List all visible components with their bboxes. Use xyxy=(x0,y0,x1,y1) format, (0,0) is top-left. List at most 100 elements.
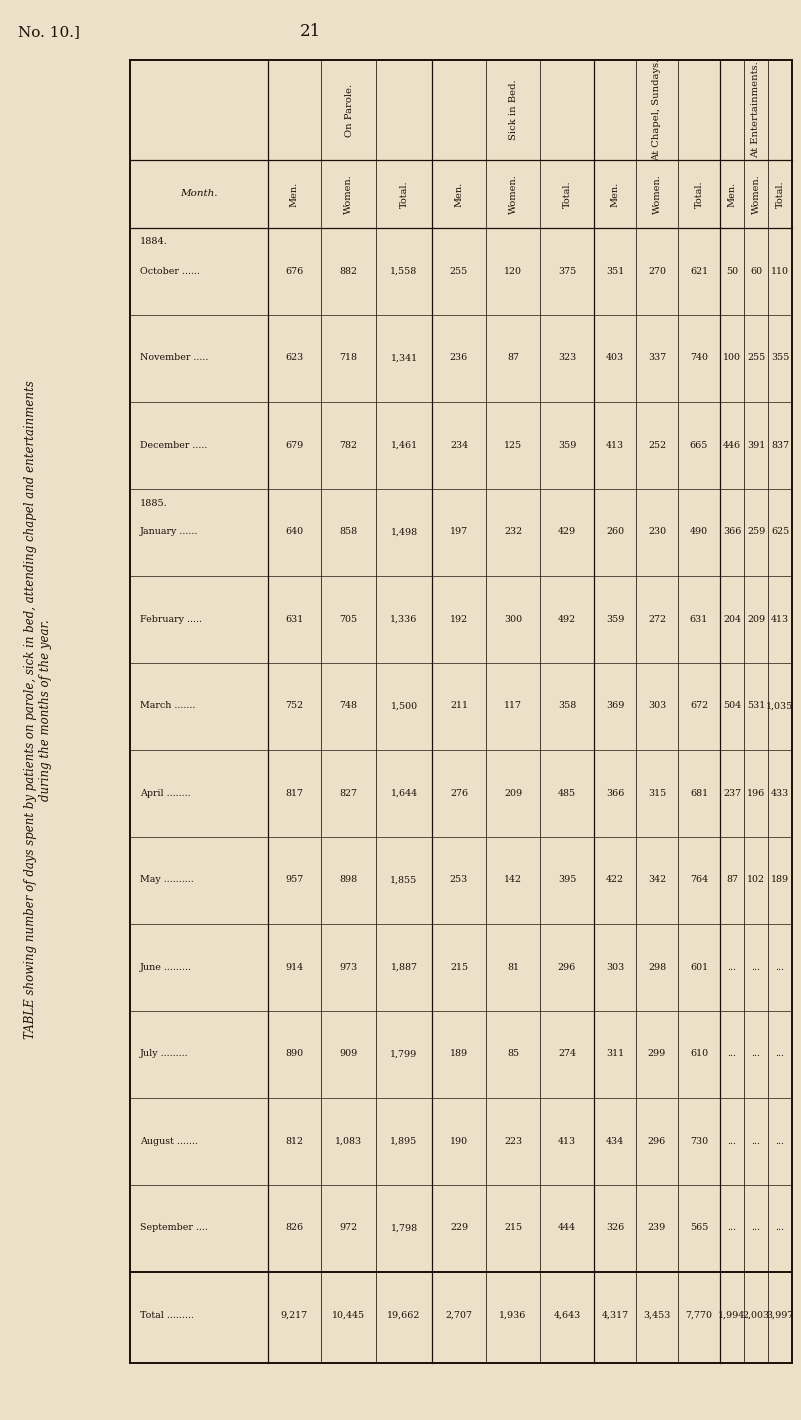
Text: No. 10.]: No. 10.] xyxy=(18,26,80,38)
Text: 2,707: 2,707 xyxy=(445,1311,473,1319)
Text: Women.: Women. xyxy=(509,175,517,214)
Text: 337: 337 xyxy=(648,354,666,362)
Text: 621: 621 xyxy=(690,267,708,275)
Text: 255: 255 xyxy=(450,267,468,275)
Text: ...: ... xyxy=(727,963,736,971)
Text: 909: 909 xyxy=(339,1049,357,1058)
Text: 253: 253 xyxy=(450,876,468,885)
Text: 898: 898 xyxy=(339,876,357,885)
Text: 391: 391 xyxy=(747,440,765,450)
Text: 142: 142 xyxy=(504,876,522,885)
Text: 375: 375 xyxy=(557,267,576,275)
Text: ...: ... xyxy=(751,1224,760,1233)
Text: 298: 298 xyxy=(648,963,666,971)
Text: ...: ... xyxy=(727,1136,736,1146)
Text: 631: 631 xyxy=(285,615,303,623)
Text: 672: 672 xyxy=(690,701,708,710)
Text: Men.: Men. xyxy=(610,182,619,207)
Text: 303: 303 xyxy=(648,701,666,710)
Text: 85: 85 xyxy=(507,1049,519,1058)
Text: 196: 196 xyxy=(747,788,765,798)
Text: ...: ... xyxy=(775,963,784,971)
Text: 276: 276 xyxy=(450,788,468,798)
Text: 858: 858 xyxy=(339,527,357,537)
Text: 223: 223 xyxy=(504,1136,522,1146)
Text: 10,445: 10,445 xyxy=(332,1311,364,1319)
Text: 1,936: 1,936 xyxy=(499,1311,527,1319)
Text: February .....: February ..... xyxy=(140,615,202,623)
Text: 395: 395 xyxy=(557,876,576,885)
Text: 9,217: 9,217 xyxy=(280,1311,308,1319)
Text: 50: 50 xyxy=(726,267,738,275)
Text: 492: 492 xyxy=(558,615,576,623)
Text: April ........: April ........ xyxy=(140,788,191,798)
Text: Men.: Men. xyxy=(289,182,299,207)
Text: 355: 355 xyxy=(771,354,789,362)
Text: 1,558: 1,558 xyxy=(390,267,417,275)
Text: ...: ... xyxy=(727,1224,736,1233)
Text: ...: ... xyxy=(775,1049,784,1058)
Text: 274: 274 xyxy=(558,1049,576,1058)
Text: 359: 359 xyxy=(606,615,624,623)
Text: Total .........: Total ......... xyxy=(140,1311,194,1319)
Text: 234: 234 xyxy=(450,440,468,450)
Text: December .....: December ..... xyxy=(140,440,207,450)
Text: 444: 444 xyxy=(558,1224,576,1233)
Text: 827: 827 xyxy=(339,788,357,798)
Text: 100: 100 xyxy=(723,354,741,362)
Text: Women.: Women. xyxy=(751,175,760,214)
Text: 1,644: 1,644 xyxy=(390,788,417,798)
Text: 504: 504 xyxy=(723,701,741,710)
Text: Month.: Month. xyxy=(180,189,218,199)
Text: ...: ... xyxy=(751,963,760,971)
Text: 117: 117 xyxy=(504,701,522,710)
Text: 413: 413 xyxy=(606,440,624,450)
Text: 413: 413 xyxy=(771,615,789,623)
Text: 102: 102 xyxy=(747,876,765,885)
Text: June .........: June ......... xyxy=(140,963,192,971)
Text: 296: 296 xyxy=(557,963,576,971)
Text: 260: 260 xyxy=(606,527,624,537)
Text: 197: 197 xyxy=(450,527,468,537)
Text: 255: 255 xyxy=(747,354,765,362)
Text: 4,643: 4,643 xyxy=(553,1311,581,1319)
Text: 764: 764 xyxy=(690,876,708,885)
Text: 485: 485 xyxy=(558,788,576,798)
Text: 189: 189 xyxy=(771,876,789,885)
Text: On Parole.: On Parole. xyxy=(345,84,355,136)
Text: Women.: Women. xyxy=(344,175,352,214)
Text: November .....: November ..... xyxy=(140,354,208,362)
Text: 1,895: 1,895 xyxy=(390,1136,417,1146)
Text: 3,997: 3,997 xyxy=(767,1311,794,1319)
Text: 3,453: 3,453 xyxy=(643,1311,670,1319)
Text: TABLE showing number of days spent by patients on parole, sick in bed, attending: TABLE showing number of days spent by pa… xyxy=(24,381,52,1039)
Text: May ..........: May .......... xyxy=(140,876,194,885)
Text: 300: 300 xyxy=(504,615,522,623)
Text: 812: 812 xyxy=(285,1136,303,1146)
Text: 211: 211 xyxy=(450,701,468,710)
Text: 60: 60 xyxy=(750,267,762,275)
Text: ...: ... xyxy=(751,1049,760,1058)
Text: July .........: July ......... xyxy=(140,1049,188,1058)
Text: 232: 232 xyxy=(504,527,522,537)
Text: Total.: Total. xyxy=(400,180,409,207)
Text: 531: 531 xyxy=(747,701,765,710)
Text: 826: 826 xyxy=(285,1224,303,1233)
Text: 252: 252 xyxy=(648,440,666,450)
Text: October ......: October ...... xyxy=(140,267,200,275)
Text: 342: 342 xyxy=(648,876,666,885)
Text: ...: ... xyxy=(775,1224,784,1233)
Text: Sick in Bed.: Sick in Bed. xyxy=(509,80,517,141)
Text: 446: 446 xyxy=(723,440,741,450)
Text: 209: 209 xyxy=(504,788,522,798)
Text: 272: 272 xyxy=(648,615,666,623)
Text: 19,662: 19,662 xyxy=(388,1311,421,1319)
Text: 413: 413 xyxy=(558,1136,576,1146)
Text: 296: 296 xyxy=(648,1136,666,1146)
Text: 625: 625 xyxy=(771,527,789,537)
Text: 882: 882 xyxy=(339,267,357,275)
Text: 230: 230 xyxy=(648,527,666,537)
Text: 4,317: 4,317 xyxy=(602,1311,629,1319)
Text: 837: 837 xyxy=(771,440,789,450)
Text: 366: 366 xyxy=(723,527,741,537)
